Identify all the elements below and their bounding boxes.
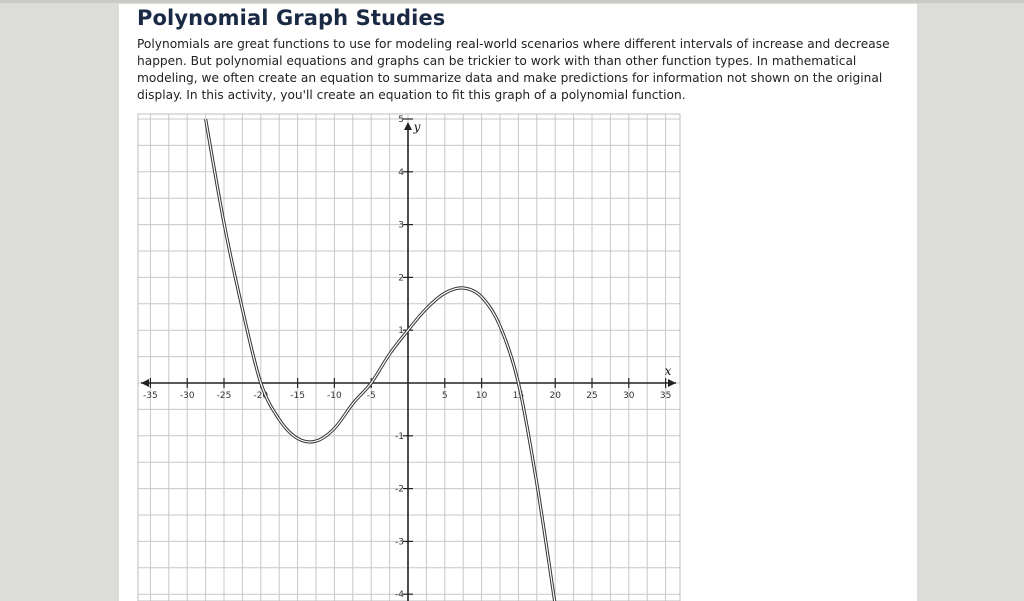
- x-tick-label: 30: [623, 391, 635, 401]
- x-tick-label: -15: [290, 391, 305, 401]
- polynomial-graph: -35 -30 -25 -20 -15 -10 -5 5 10 15 20 25 30 35-4-3-2-…: [137, 113, 681, 601]
- x-tick-label: 15: [513, 391, 524, 401]
- y-tick-label: -3: [395, 537, 404, 547]
- x-axis-arrow-left: [141, 379, 149, 387]
- polynomial-curve-core: [205, 118, 556, 601]
- x-axis-arrow: [668, 379, 676, 387]
- x-tick-label: -30: [180, 391, 195, 401]
- window-top-border: [0, 0, 1024, 3]
- x-axis-label: x: [665, 364, 672, 378]
- x-tick-label: 35: [660, 391, 671, 401]
- plot-border: [137, 113, 681, 601]
- x-tick-label: 5: [442, 391, 448, 401]
- x-tick-label: 25: [586, 391, 597, 401]
- x-tick-label: -20: [253, 391, 268, 401]
- x-tick-label: -25: [217, 391, 232, 401]
- graph-axes: -35 -30 -25 -20 -15 -10 -5 5 10 15 20 25 30 35-4-3-2-…: [141, 115, 676, 601]
- x-tick-label: -10: [327, 391, 342, 401]
- polynomial-curve-outline: [204, 118, 557, 601]
- y-axis-arrow: [404, 122, 412, 130]
- y-tick-label: -1: [395, 432, 404, 442]
- y-tick-label: -2: [395, 485, 404, 495]
- x-tick-label: 10: [476, 391, 488, 401]
- intro-paragraph: Polynomials are great functions to use f…: [137, 37, 890, 102]
- y-tick-label: 3: [398, 221, 404, 231]
- graph-grid: [137, 113, 681, 601]
- x-tick-label: -5: [367, 391, 376, 401]
- x-tick-label: 20: [549, 391, 561, 401]
- x-tick-label: -35: [143, 391, 158, 401]
- activity-page: Polynomial Graph Studies Polynomials are…: [119, 4, 917, 601]
- y-tick-label: 2: [398, 273, 404, 283]
- polynomial-curve: [204, 118, 557, 601]
- page-title: Polynomial Graph Studies: [137, 6, 446, 30]
- y-axis-label: y: [413, 120, 421, 134]
- y-tick-label: 4: [398, 168, 404, 178]
- y-tick-label: 5: [398, 115, 404, 125]
- y-tick-label: -4: [395, 590, 404, 600]
- y-tick-label: 1: [398, 326, 404, 336]
